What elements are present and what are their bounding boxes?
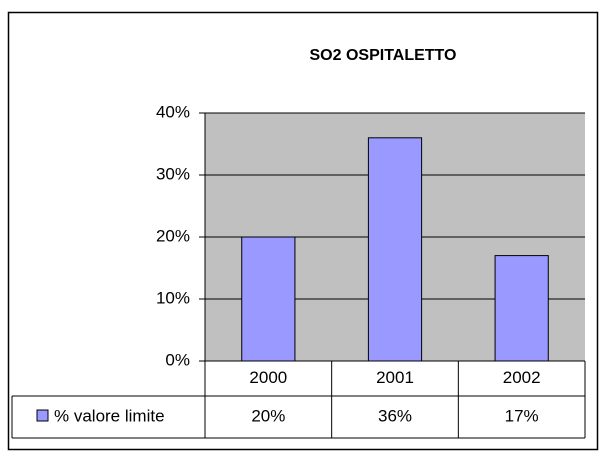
x-tick-label: 2001 [376, 368, 414, 387]
y-tick-label: 30% [156, 164, 190, 183]
data-table-value: 36% [378, 406, 412, 425]
bar [241, 236, 296, 362]
bar [367, 137, 423, 362]
legend-swatch [36, 409, 49, 422]
x-tick-label: 2000 [249, 368, 287, 387]
y-tick-label: 20% [156, 226, 190, 245]
data-table-value: 20% [251, 406, 285, 425]
y-tick-label: 10% [156, 288, 190, 307]
legend-label: % valore limite [54, 406, 165, 425]
data-table-value: 17% [505, 406, 539, 425]
x-tick-label: 2002 [503, 368, 541, 387]
y-tick-label: 0% [165, 350, 190, 369]
y-tick-label: 40% [156, 102, 190, 121]
bar [494, 255, 549, 362]
chart-title: SO2 OSPITALETTO [310, 47, 457, 64]
